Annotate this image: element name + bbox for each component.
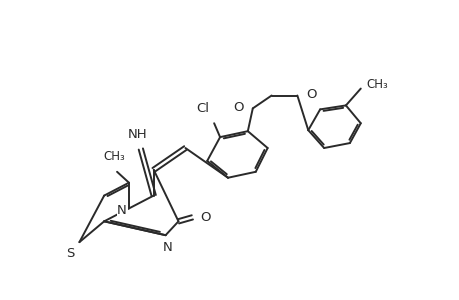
Text: N: N <box>117 204 127 217</box>
Text: O: O <box>306 88 316 101</box>
Text: NH: NH <box>128 128 147 141</box>
Text: CH₃: CH₃ <box>103 150 125 163</box>
Text: CH₃: CH₃ <box>366 78 388 91</box>
Text: N: N <box>162 241 172 254</box>
Text: O: O <box>233 101 243 114</box>
Text: Cl: Cl <box>196 102 209 115</box>
Text: S: S <box>66 247 74 260</box>
Text: O: O <box>200 211 210 224</box>
